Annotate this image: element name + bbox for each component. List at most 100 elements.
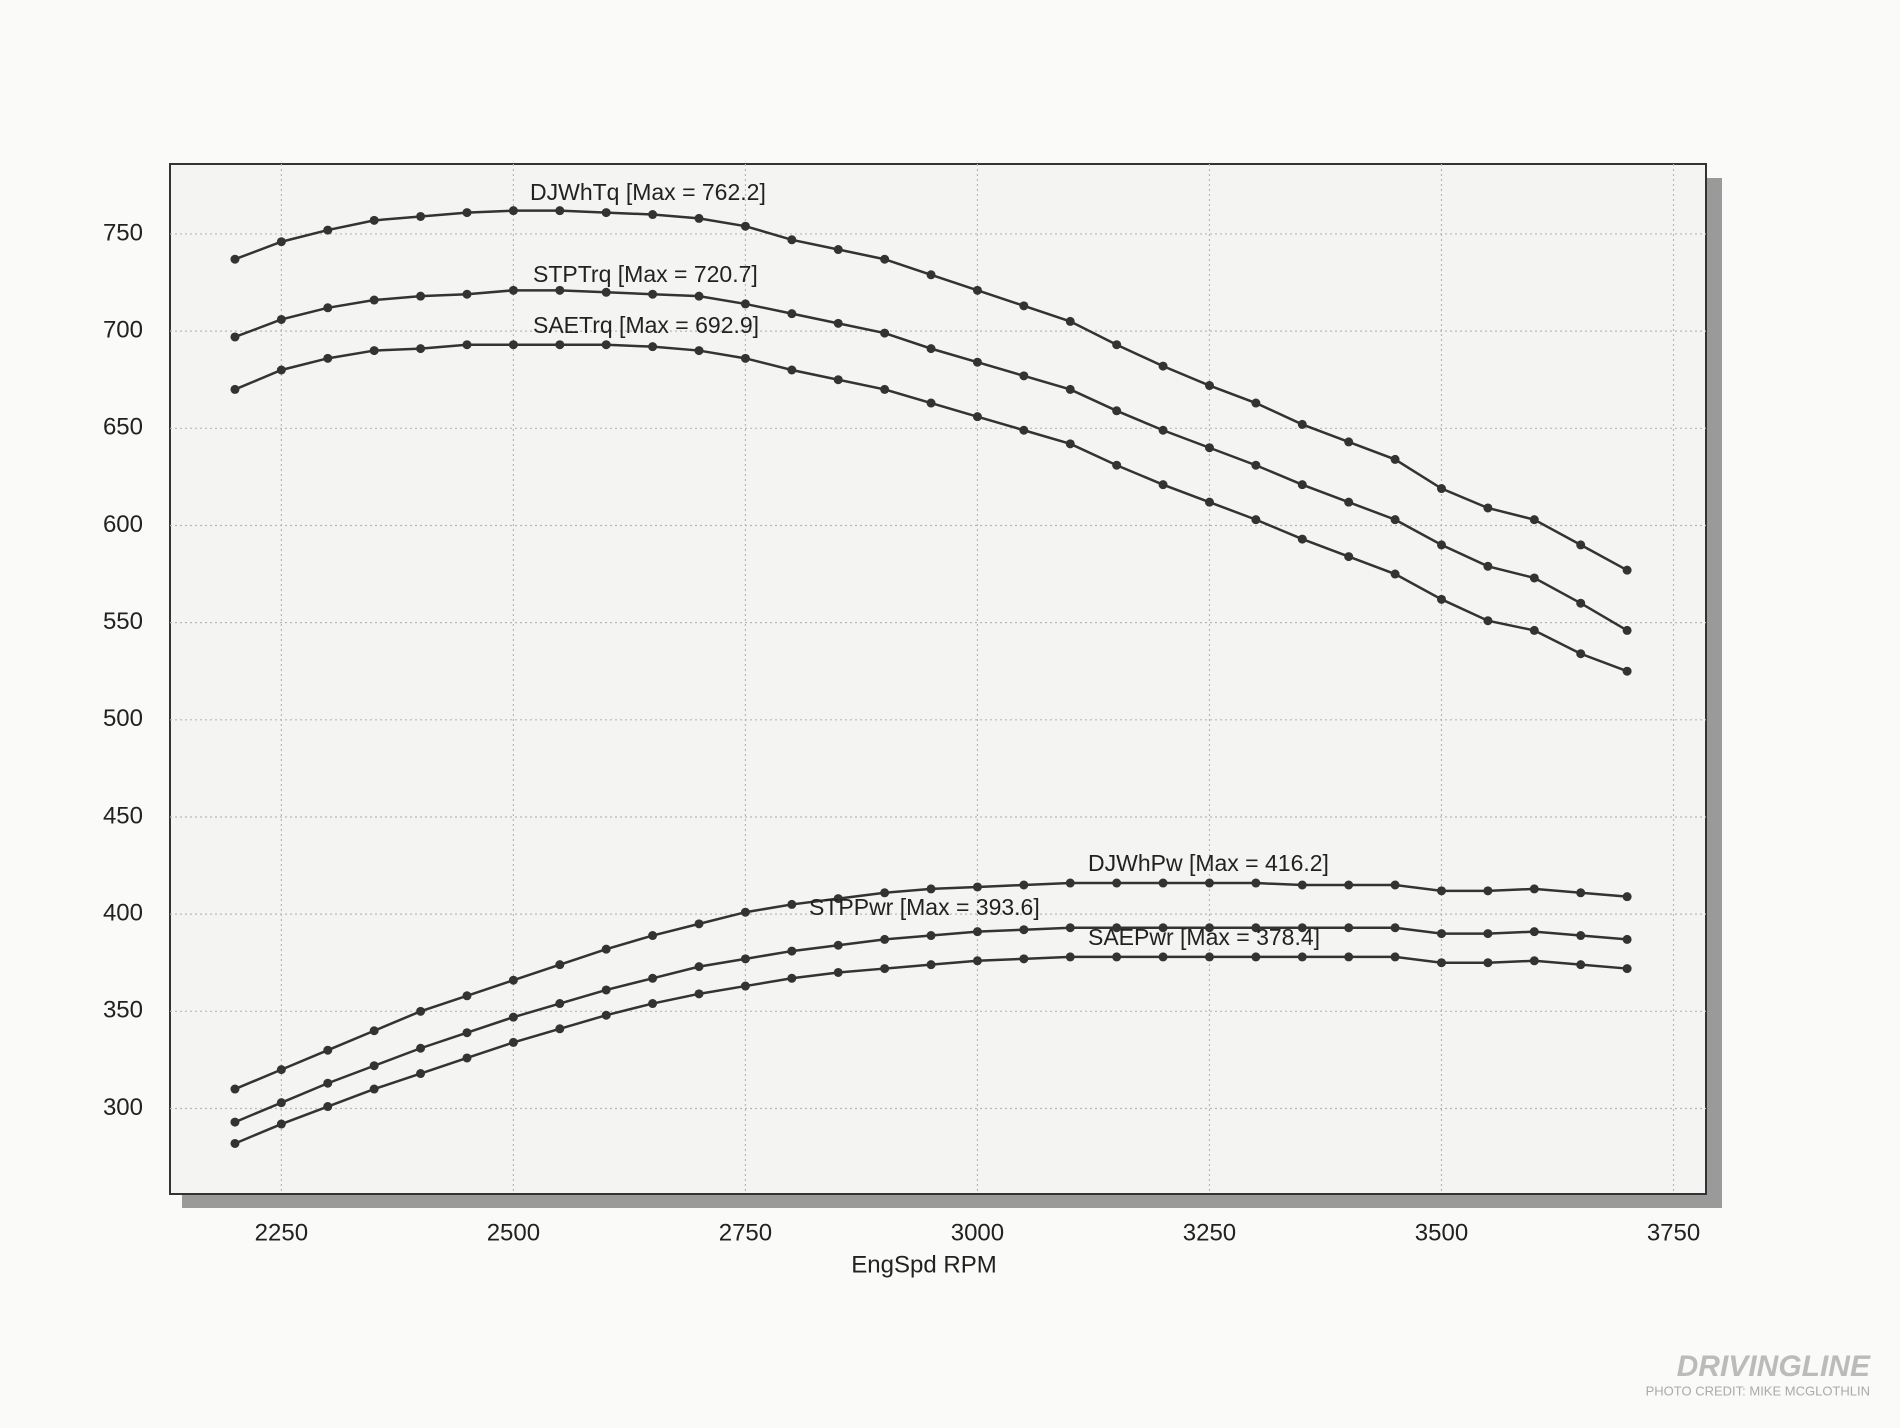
data-point bbox=[1344, 952, 1354, 962]
data-point bbox=[1390, 923, 1400, 933]
data-point bbox=[648, 931, 658, 941]
data-point bbox=[1344, 437, 1354, 447]
data-point bbox=[1622, 666, 1632, 676]
data-point bbox=[1019, 301, 1029, 311]
data-point bbox=[1576, 540, 1586, 550]
y-tick-label: 500 bbox=[103, 705, 143, 732]
data-point bbox=[1065, 316, 1075, 326]
data-point bbox=[1576, 960, 1586, 970]
data-point bbox=[648, 210, 658, 220]
y-tick-label: 450 bbox=[103, 802, 143, 829]
y-tick-label: 400 bbox=[103, 899, 143, 926]
data-point bbox=[1019, 425, 1029, 435]
data-point bbox=[880, 964, 890, 974]
data-point bbox=[1251, 515, 1261, 525]
data-point bbox=[508, 1037, 518, 1047]
data-point bbox=[1436, 594, 1446, 604]
data-point bbox=[276, 365, 286, 375]
data-point bbox=[1344, 497, 1354, 507]
data-point bbox=[972, 956, 982, 966]
data-point bbox=[555, 340, 565, 350]
data-point bbox=[880, 934, 890, 944]
data-point bbox=[787, 309, 797, 319]
data-point bbox=[1204, 923, 1214, 933]
data-point bbox=[462, 1053, 472, 1063]
data-point bbox=[230, 1084, 240, 1094]
data-point bbox=[601, 944, 611, 954]
photo-credit: PHOTO CREDIT: MIKE MCGLOTHLIN bbox=[1646, 1383, 1870, 1398]
data-point bbox=[1344, 923, 1354, 933]
data-point bbox=[833, 894, 843, 904]
y-tick-label: 650 bbox=[103, 414, 143, 441]
y-tick-label: 750 bbox=[103, 219, 143, 246]
data-point bbox=[926, 398, 936, 408]
y-tick-label: 700 bbox=[103, 316, 143, 343]
data-point bbox=[1019, 371, 1029, 381]
data-point bbox=[694, 962, 704, 972]
data-point bbox=[1529, 515, 1539, 525]
data-point bbox=[1065, 952, 1075, 962]
data-point bbox=[369, 346, 379, 356]
data-point bbox=[880, 254, 890, 264]
x-tick-label: 2750 bbox=[719, 1219, 772, 1246]
data-point bbox=[926, 884, 936, 894]
data-point bbox=[648, 289, 658, 299]
series-label: SAETrq [Max = 692.9] bbox=[533, 312, 759, 338]
data-point bbox=[369, 1026, 379, 1036]
data-point bbox=[740, 221, 750, 231]
data-point bbox=[1390, 880, 1400, 890]
data-point bbox=[276, 1098, 286, 1108]
data-point bbox=[555, 960, 565, 970]
data-point bbox=[555, 206, 565, 216]
data-point bbox=[694, 989, 704, 999]
data-point bbox=[1344, 880, 1354, 890]
data-point bbox=[462, 1028, 472, 1038]
data-point bbox=[740, 299, 750, 309]
data-point bbox=[787, 235, 797, 245]
data-point bbox=[1483, 886, 1493, 896]
data-point bbox=[1529, 956, 1539, 966]
data-point bbox=[880, 888, 890, 898]
data-point bbox=[1112, 878, 1122, 888]
data-point bbox=[1576, 888, 1586, 898]
data-point bbox=[1251, 878, 1261, 888]
data-point bbox=[1065, 439, 1075, 449]
data-point bbox=[323, 1045, 333, 1055]
data-point bbox=[1576, 598, 1586, 608]
data-point bbox=[694, 346, 704, 356]
data-point bbox=[230, 384, 240, 394]
data-point bbox=[323, 225, 333, 235]
data-point bbox=[1622, 625, 1632, 635]
plot: 300 350 400 450 500 550 600 650 700 750 2250 2500 27… bbox=[103, 164, 1706, 1246]
data-point bbox=[740, 981, 750, 991]
data-point bbox=[416, 291, 426, 301]
data-point bbox=[1112, 406, 1122, 416]
data-point bbox=[462, 208, 472, 218]
data-point bbox=[508, 1012, 518, 1022]
data-point bbox=[323, 303, 333, 313]
data-point bbox=[601, 985, 611, 995]
data-point bbox=[1390, 454, 1400, 464]
data-point bbox=[694, 291, 704, 301]
data-point bbox=[230, 1138, 240, 1148]
data-point bbox=[1019, 880, 1029, 890]
data-point bbox=[462, 289, 472, 299]
plot-area bbox=[169, 163, 1707, 1195]
data-point bbox=[1436, 886, 1446, 896]
data-point bbox=[230, 254, 240, 264]
data-point bbox=[508, 206, 518, 216]
data-point bbox=[416, 344, 426, 354]
data-point bbox=[787, 899, 797, 909]
y-tick-label: 550 bbox=[103, 608, 143, 635]
data-point bbox=[972, 357, 982, 367]
data-point bbox=[926, 931, 936, 941]
data-point bbox=[1019, 925, 1029, 935]
data-point bbox=[276, 1119, 286, 1129]
data-point bbox=[740, 954, 750, 964]
data-point bbox=[555, 285, 565, 295]
data-point bbox=[1297, 480, 1307, 490]
data-point bbox=[1483, 616, 1493, 626]
data-point bbox=[833, 940, 843, 950]
data-point bbox=[694, 213, 704, 223]
